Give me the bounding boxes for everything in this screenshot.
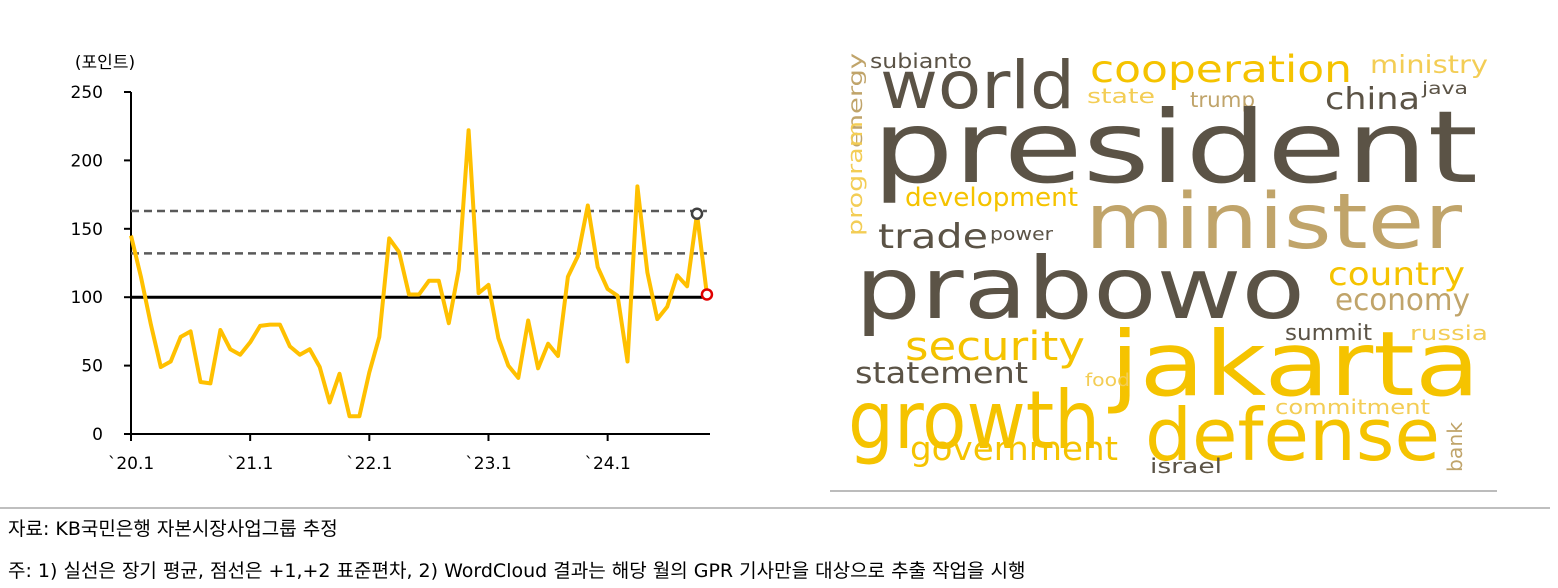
x-tick-label: `23.1 <box>465 454 511 474</box>
word: government <box>910 429 1118 468</box>
word: israel <box>1150 454 1222 478</box>
word: china <box>1325 82 1420 117</box>
source-note: 자료: KB국민은행 자본시장사업그룹 추정 <box>8 518 338 540</box>
word: ministry <box>1370 50 1488 79</box>
x-tick-label: `20.1 <box>108 454 154 474</box>
word: jakarta <box>1108 312 1480 416</box>
word: defense <box>1145 393 1440 477</box>
y-tick-label: 50 <box>81 357 103 377</box>
word: prabowo <box>855 239 1305 339</box>
word: program <box>843 121 867 236</box>
word: russia <box>1410 321 1488 345</box>
y-tick-label: 250 <box>71 83 103 103</box>
word: cooperation <box>1090 48 1352 91</box>
word: growth <box>848 374 1100 467</box>
word: state <box>1087 84 1155 108</box>
word: minister <box>1085 178 1462 267</box>
word: development <box>905 183 1078 213</box>
word: trade <box>878 217 988 257</box>
word: statement <box>855 356 1028 390</box>
word: trump <box>1190 88 1255 112</box>
word: economy <box>1335 283 1470 318</box>
highlight-point <box>690 207 704 221</box>
word: subianto <box>870 49 972 73</box>
x-tick-label: `21.1 <box>227 454 273 474</box>
word: energy <box>845 53 867 148</box>
y-axis-unit: (포인트) <box>75 53 135 73</box>
word: security <box>905 324 1085 370</box>
word: world <box>880 47 1075 124</box>
y-tick-label: 0 <box>92 425 103 445</box>
word: commitment <box>1275 395 1430 419</box>
y-tick-label: 150 <box>71 220 103 240</box>
word: president <box>872 89 1478 206</box>
word: bank <box>1443 422 1467 472</box>
x-tick-label: `24.1 <box>584 454 630 474</box>
word: power <box>990 224 1054 245</box>
x-tick-label: `22.1 <box>346 454 392 474</box>
y-tick-label: 100 <box>71 288 103 308</box>
word: food <box>1085 370 1130 391</box>
data-line <box>129 128 709 419</box>
footnote: 주: 1) 실선은 장기 평균, 점선은 +1,+2 표준편차, 2) Word… <box>8 560 1026 582</box>
word: summit <box>1285 321 1372 346</box>
word: java <box>1421 79 1468 99</box>
highlight-point <box>700 288 714 301</box>
word: country <box>1328 255 1465 293</box>
y-tick-label: 200 <box>71 151 103 171</box>
